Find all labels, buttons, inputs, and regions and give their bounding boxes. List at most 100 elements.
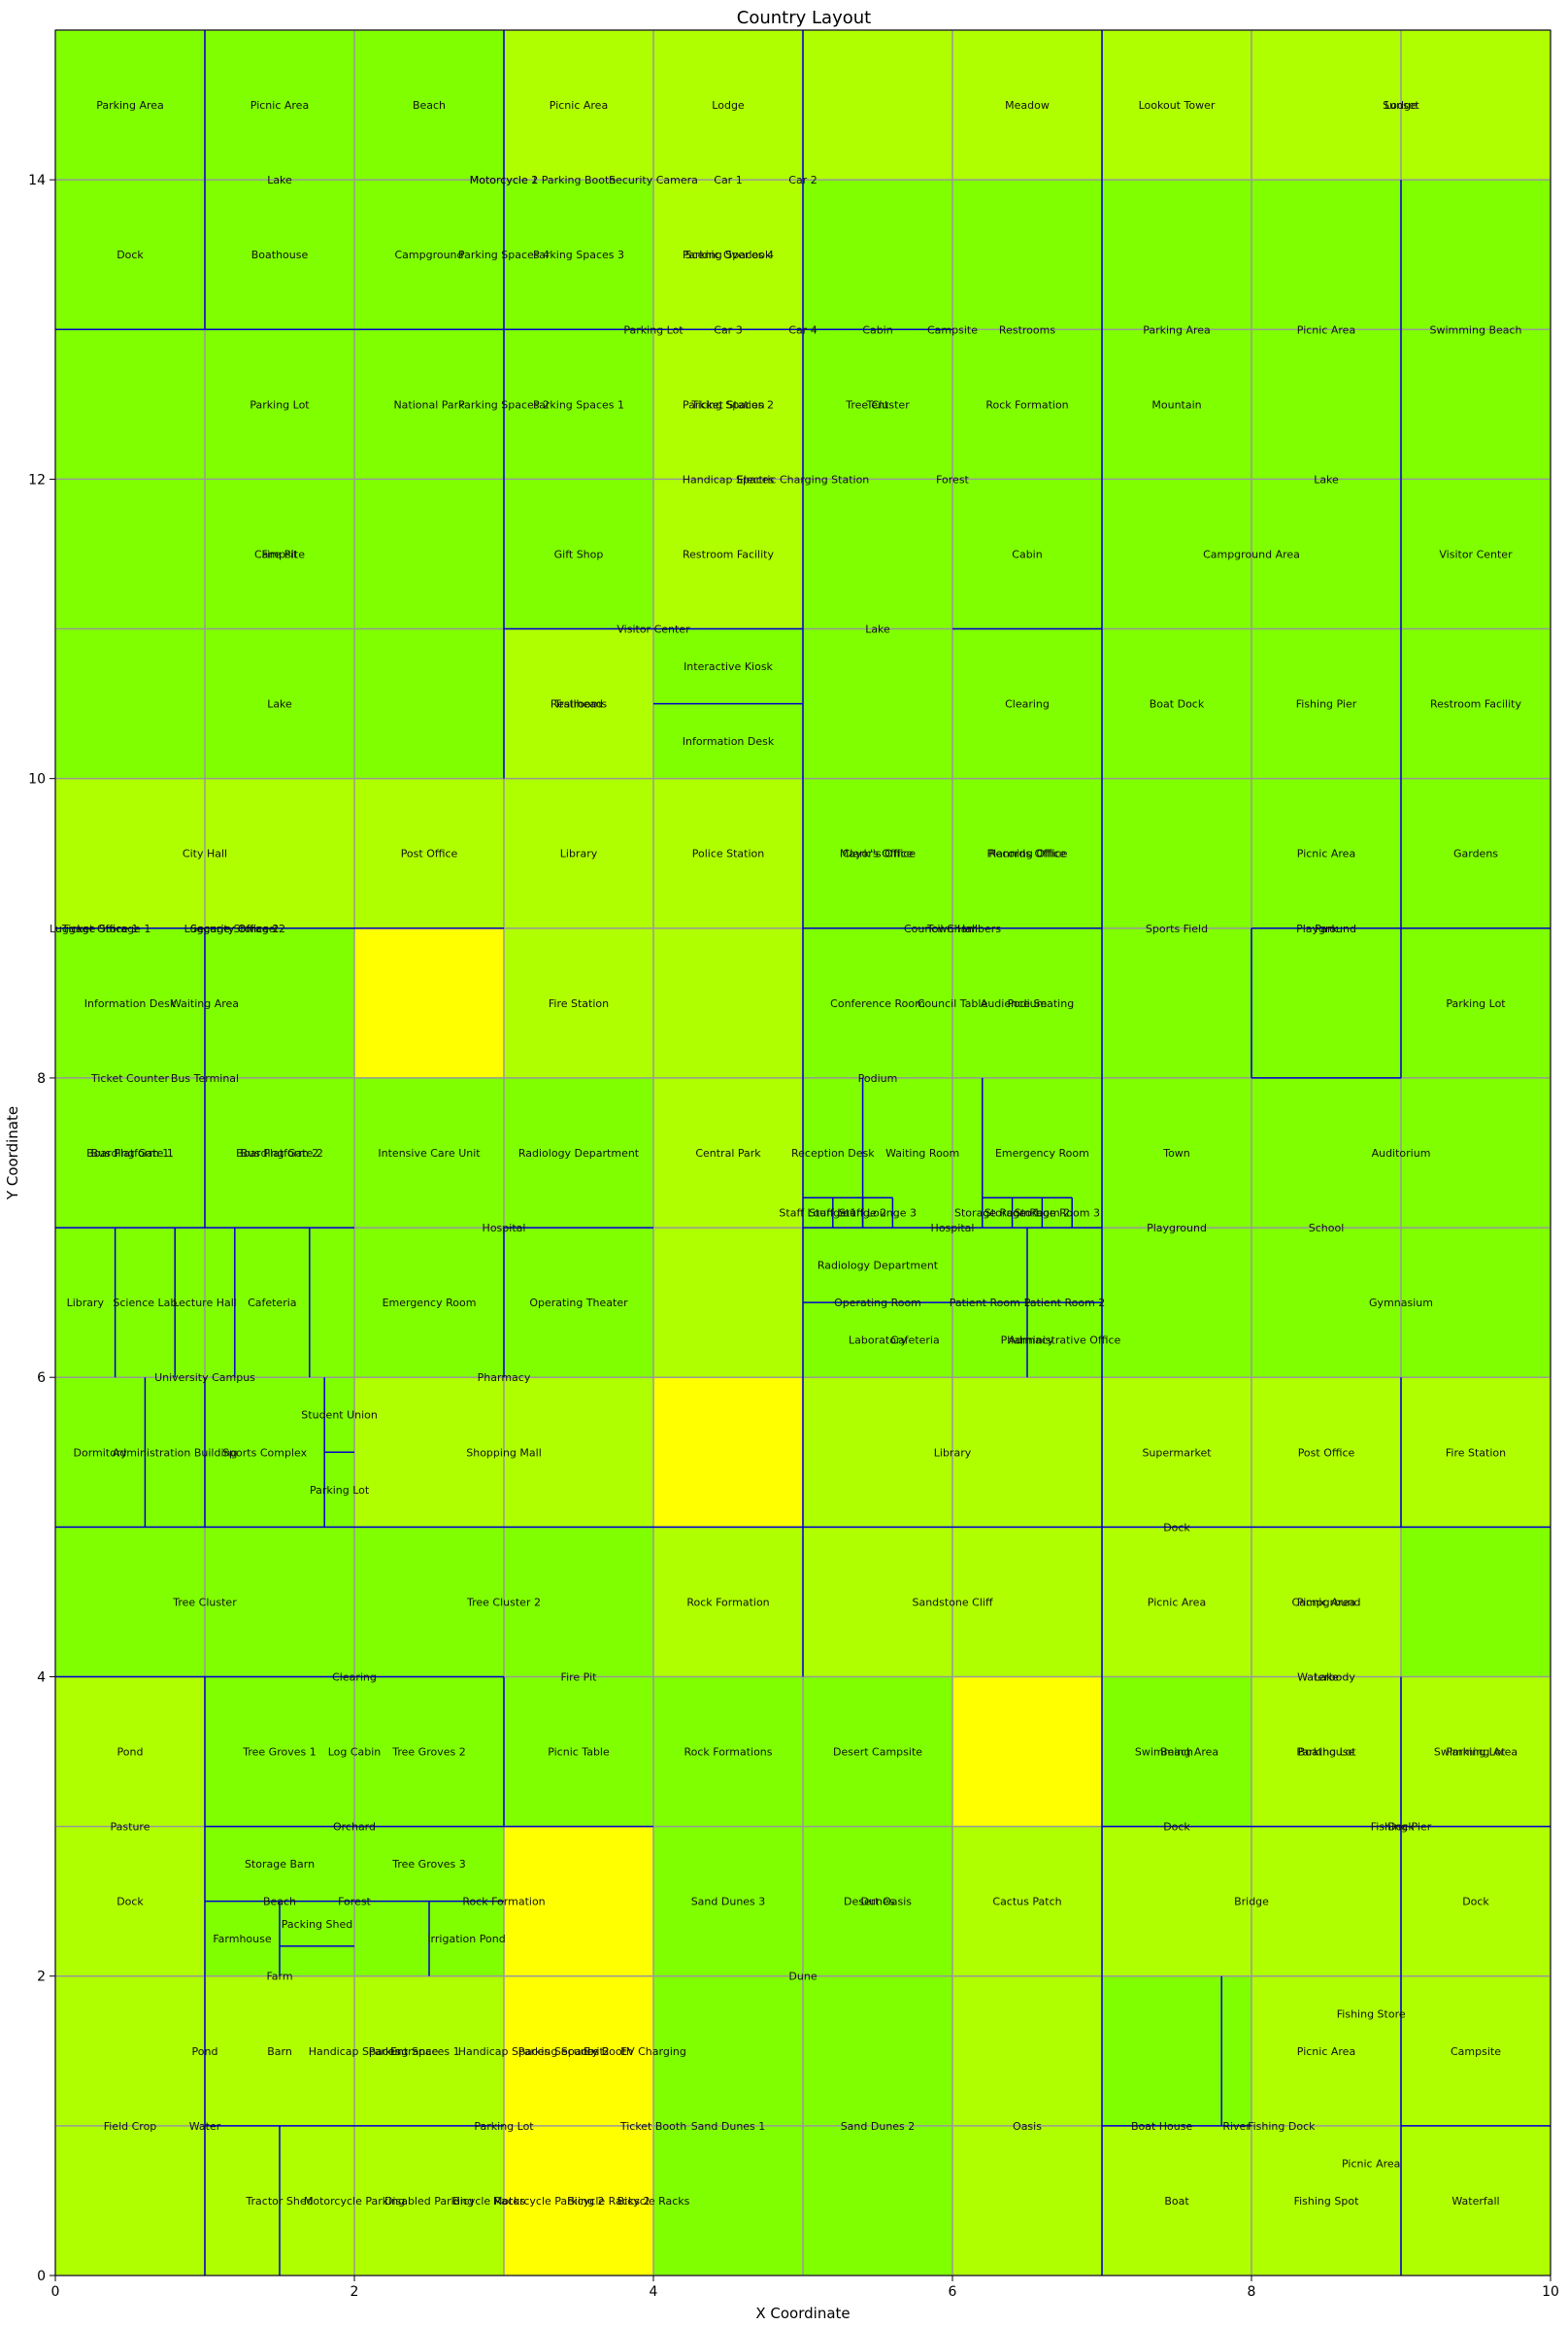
location-label: Parking Spaces 4 [458, 249, 550, 261]
heatmap-cell [504, 2125, 653, 2275]
x-tick-label: 6 [949, 2284, 957, 2300]
location-label: Supermarket [1142, 1446, 1212, 1459]
heatmap-cell [354, 479, 504, 629]
location-label: Rock Formation [985, 398, 1068, 411]
heatmap-cell [1251, 1077, 1401, 1229]
heatmap-cell [952, 180, 1102, 330]
heatmap-cell [1401, 180, 1551, 330]
heatmap-cell [1102, 1826, 1251, 1976]
location-label: Parking Lot [474, 2120, 534, 2133]
location-label: Exit [584, 2045, 605, 2058]
location-label: Boarding Gate 1 [86, 1147, 174, 1160]
location-label: Planning Office [987, 848, 1068, 860]
heatmap-cell [1401, 927, 1551, 1078]
heatmap-cell [1102, 180, 1251, 330]
heatmap-cell [1401, 1676, 1551, 1827]
location-label: Visitor Center [1439, 548, 1513, 560]
location-label: Ticket Booth [619, 2120, 686, 2133]
heatmap-cell [55, 778, 205, 928]
location-label: Restrooms [550, 698, 607, 711]
heatmap-cell [55, 1228, 205, 1378]
location-label: Dock [117, 1896, 144, 1908]
location-label: Security Booth [554, 2045, 633, 2058]
location-label: Bicycle Racks 2 [567, 2195, 650, 2208]
location-label: Ticket Counter [90, 1072, 169, 1085]
location-label: Lake [1314, 473, 1339, 486]
location-label: Emergency Room [383, 1297, 477, 1309]
location-label: Sports Complex [222, 1446, 307, 1459]
location-label: Restroom Facility [1430, 698, 1522, 711]
y-tick-label: 6 [37, 1370, 46, 1386]
location-label: Dormitory [74, 1446, 128, 1459]
location-label: Campground [394, 249, 463, 261]
location-label: Swimming Beach [1429, 323, 1521, 336]
location-label: Ticket Station [690, 398, 764, 411]
location-label: Waterbody [1297, 1670, 1355, 1683]
location-label: Council Chambers [904, 923, 1001, 935]
heatmap-cell [1251, 1228, 1401, 1378]
location-label: Information Desk [683, 735, 775, 748]
location-label: Waiting Room [885, 1147, 959, 1160]
heatmap-cell [205, 778, 354, 928]
heatmap-cell [952, 1527, 1102, 1677]
location-label: Gift Shop [554, 548, 604, 560]
x-axis-ticks: 0 2 4 6 8 10 [51, 2275, 1559, 2300]
heatmap-cell [504, 180, 653, 330]
location-label: Boarding Gate 2 [236, 1147, 323, 1160]
location-label: Dock [1163, 1521, 1190, 1534]
heatmap-cell [653, 1527, 803, 1677]
location-label: Lake [1314, 1670, 1339, 1683]
location-label: Mayor's Office [840, 848, 917, 860]
location-label: Desert Oasis [844, 1896, 912, 1908]
location-label: Bridge [1234, 1896, 1269, 1908]
location-label: Pasture [111, 1821, 150, 1834]
location-label: Beach [413, 99, 446, 112]
location-label: Fire Station [549, 997, 609, 1010]
location-label: Staff Lounge 2 [809, 1207, 886, 1220]
location-label: Lake [267, 174, 292, 186]
heatmap-cell [1401, 1228, 1551, 1378]
heatmap-cell [803, 1676, 952, 1827]
heatmap-cell [1102, 30, 1251, 181]
heatmap-cells [55, 30, 1551, 2275]
location-label: Town Hall [926, 923, 978, 935]
location-label: Park [1315, 923, 1338, 935]
location-label: Rock Formations [684, 1746, 772, 1759]
location-label: Cabin [1012, 548, 1042, 560]
heatmap-cell [1401, 1527, 1551, 1677]
heatmap-cell [1102, 778, 1251, 928]
location-label: EV Charging [620, 2045, 686, 2058]
location-label: Central Park [695, 1147, 761, 1160]
location-label: Sand Dunes 2 [841, 2120, 916, 2133]
heatmap-cell [803, 1826, 952, 1976]
x-tick-label: 2 [350, 2284, 359, 2300]
location-label: Sports Field [1146, 923, 1208, 935]
y-axis-label: Y Coordinate [4, 1106, 21, 1200]
location-label: Pharmacy [1001, 1334, 1054, 1347]
location-label: Forest [338, 1896, 371, 1908]
heatmap-cell [205, 180, 354, 330]
location-label: Fire Pit [561, 1670, 598, 1683]
location-label: Conference Room [830, 997, 925, 1010]
location-label: Cactus Patch [992, 1896, 1061, 1908]
location-label: Storage Barn [245, 1858, 315, 1871]
heatmap-cell [1401, 1975, 1551, 2126]
location-label: Storage Room 3 [1015, 1207, 1100, 1220]
location-label: Parking Spaces 2 [518, 2045, 610, 2058]
location-label: Lookout Tower [1139, 99, 1216, 112]
heatmap-cell [205, 1527, 354, 1677]
heatmap-cell [1251, 30, 1401, 181]
location-label: Dock [117, 249, 144, 261]
chart-title: Country Layout [737, 8, 871, 28]
heatmap-cell [803, 1975, 952, 2126]
location-label: Parking Lot [623, 323, 684, 336]
heatmap-cell [55, 628, 205, 779]
heatmap-cell [653, 1975, 803, 2126]
location-label: National Park [393, 398, 465, 411]
heatmap-cell [504, 1527, 653, 1677]
location-label: Picnic Table [548, 1746, 610, 1759]
plot-frame [54, 29, 1551, 2276]
location-label: Visitor Center [617, 624, 690, 636]
heatmap-cell [952, 30, 1102, 181]
